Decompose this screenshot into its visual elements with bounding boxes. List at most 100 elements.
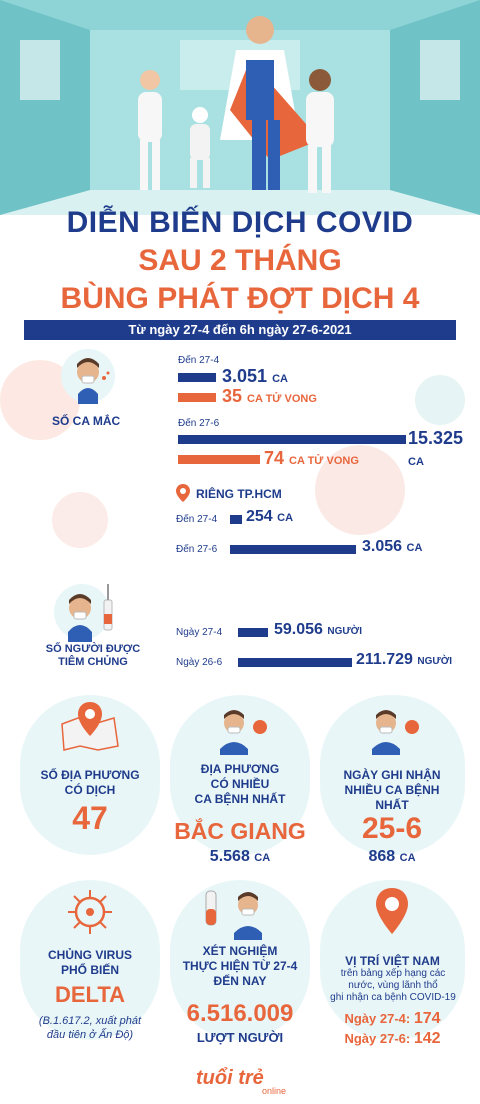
hcm-row1-label: Đến 27-4 <box>176 514 218 525</box>
brand-name: tuổi trẻ <box>196 1067 264 1089</box>
cases-unit-27-4: CA <box>272 373 288 385</box>
peak-day-label-line2: NHIỀU CA BỆNH <box>344 783 440 797</box>
localities-label-line1: SỐ ĐỊA PHƯƠNG <box>40 768 140 782</box>
ranking-row2-label: Ngày 27-6: <box>344 1031 411 1046</box>
deaths-bar-27-6 <box>178 455 260 464</box>
top-locality-label-line3: CA BỆNH NHẤT <box>194 792 286 806</box>
date-range-text: Từ ngày 27-4 đến 6h ngày 27-6-2021 <box>128 322 352 337</box>
hcm-value-27-4: 254 CA <box>246 508 293 526</box>
hcm-unit-27-6: CA <box>406 542 423 554</box>
vacc-bar-26-6 <box>238 658 352 667</box>
cases-bar-27-4 <box>178 373 216 382</box>
localities-label-line2: CÓ DỊCH <box>64 783 116 797</box>
tests-label: XÉT NGHIỆM THỰC HIỆN TỪ 27-4 ĐẾN NAY <box>165 944 315 989</box>
tests-label-line1: XÉT NGHIỆM <box>202 944 278 958</box>
vacc-unit-26-6: NGƯỜI <box>417 656 453 667</box>
hcm-title: RIÊNG TP.HCM <box>196 487 282 501</box>
top-locality-label: ĐỊA PHƯƠNG CÓ NHIỀU CA BỆNH NHẤT <box>170 762 310 807</box>
ranking-row1-label: Ngày 27-4: <box>344 1011 411 1026</box>
cases-value-27-4: 3.051 CA <box>222 366 288 387</box>
top-locality-label-line1: ĐỊA PHƯƠNG <box>200 762 280 776</box>
vacc-number-27-4: 59.056 <box>274 621 323 638</box>
vacc-bar-27-4 <box>238 628 268 637</box>
variant-label: CHỦNG VIRUS PHỔ BIẾN <box>20 948 160 978</box>
deaths-bar-27-4 <box>178 393 216 402</box>
vaccine-icon <box>52 580 122 642</box>
ranking-sub-line2: nước, vùng lãnh thổ <box>348 980 438 991</box>
tests-unit: LƯỢT NGƯỜI <box>196 1030 284 1045</box>
title-line-1: DIỄN BIẾN DỊCH COVID <box>66 206 414 239</box>
vacc-value-27-4: 59.056 NGƯỜI <box>274 621 362 639</box>
cases-group2-label: Đến 27-6 <box>178 418 220 429</box>
peak-day-value: 868 CA <box>322 848 462 866</box>
variant-note: (B.1.617.2, xuất phát đầu tiên ở Ấn Độ) <box>10 1014 170 1042</box>
cases-number-27-6: 15.325 <box>408 428 464 448</box>
location-pin-icon <box>176 484 190 502</box>
ranking-row1: Ngày 27-4: 174 <box>320 1010 465 1028</box>
variant-circle <box>20 880 160 1040</box>
top-locality-value: 5.568 CA <box>170 848 310 866</box>
date-range-banner: Từ ngày 27-4 đến 6h ngày 27-6-2021 <box>24 320 456 340</box>
vacc-row1-label: Ngày 27-4 <box>176 627 223 638</box>
peak-day-label-line1: NGÀY GHI NHẬN <box>343 768 441 782</box>
ranking-row2-value: 142 <box>413 1030 441 1047</box>
deaths-value-27-4: 35 CA TỬ VONG <box>222 386 317 407</box>
brand-sub: online <box>261 1086 286 1096</box>
ranking-row1-value: 174 <box>413 1010 441 1027</box>
cases-number-27-4: 3.051 <box>222 366 268 386</box>
virus-background-decoration <box>0 360 465 548</box>
cases-value-27-6: 15.325 CA <box>408 428 480 470</box>
title-line-2: SAU 2 THÁNG <box>138 244 342 277</box>
top-locality-label-line2: CÓ NHIỀU <box>210 777 270 791</box>
hcm-value-27-6: 3.056 CA <box>362 538 422 556</box>
peak-day-date: 25-6 <box>361 812 423 845</box>
ranking-sub-line1: trên bảng xếp hạng các <box>340 968 446 979</box>
top-locality-unit: CA <box>254 852 271 864</box>
hcm-number-27-6: 3.056 <box>362 538 403 555</box>
top-locality-name: BẮC GIANG <box>174 818 306 844</box>
header-illustration <box>0 0 480 215</box>
map-pin-icon <box>374 888 410 934</box>
patient-virus-icon-2 <box>360 705 424 755</box>
tests-label-line2: THỰC HIỆN TỪ 27-4 <box>182 959 298 973</box>
hcm-number-27-4: 254 <box>246 508 273 525</box>
peak-day-label: NGÀY GHI NHẬN NHIỀU CA BỆNH NHẤT <box>322 768 462 813</box>
localities-label: SỐ ĐỊA PHƯƠNG CÓ DỊCH <box>20 768 160 798</box>
patient-icon <box>60 348 116 404</box>
doctors-illustration <box>0 0 480 215</box>
ranking-row2: Ngày 27-6: 142 <box>320 1030 465 1048</box>
footer-logo: tuổi trẻ online <box>196 1068 286 1100</box>
peak-day-number: 868 <box>368 848 396 865</box>
deaths-unit-27-4: CA TỬ VONG <box>247 393 317 405</box>
variant-note-line1: (B.1.617.2, xuất phát <box>38 1015 142 1027</box>
tests-value: 6.516.009 <box>186 1000 294 1027</box>
vaccination-label-line1: SỐ NGƯỜI ĐƯỢC <box>45 643 141 655</box>
vacc-row2-label: Ngày 26-6 <box>176 657 223 668</box>
vacc-unit-27-4: NGƯỜI <box>327 626 362 637</box>
ranking-title: VỊ TRÍ VIỆT NAM <box>345 954 440 968</box>
virus-icon <box>62 888 118 936</box>
hcm-row2-label: Đến 27-6 <box>176 544 218 555</box>
test-tube-icon <box>196 885 276 940</box>
hcm-unit-27-4: CA <box>277 512 294 524</box>
deaths-value-27-6: 74 CA TỬ VONG <box>264 448 359 469</box>
hcm-bar-27-4 <box>230 515 242 524</box>
hcm-bar-27-6 <box>230 545 356 554</box>
patient-virus-icon <box>208 705 272 755</box>
cases-unit-27-6: CA <box>408 456 424 468</box>
title-line-3: BÙNG PHÁT ĐỢT DỊCH 4 <box>60 282 420 315</box>
cases-bar-27-6 <box>178 435 406 444</box>
vaccination-label: SỐ NGƯỜI ĐƯỢC TIÊM CHỦNG <box>28 643 158 669</box>
variant-label-line2: PHỔ BIẾN <box>60 963 119 977</box>
deaths-number-27-6: 74 <box>264 448 285 468</box>
variant-label-line1: CHỦNG VIRUS <box>47 948 132 962</box>
peak-day-unit: CA <box>399 852 416 864</box>
deaths-number-27-4: 35 <box>222 386 243 406</box>
cases-label: SỐ CA MẮC <box>52 414 121 428</box>
map-pin-virus-icon <box>58 702 122 752</box>
vacc-number-26-6: 211.729 <box>356 651 413 668</box>
vaccination-label-line2: TIÊM CHỦNG <box>58 656 128 668</box>
ranking-sub-line3: ghi nhận ca bệnh COVID-19 <box>330 992 456 1003</box>
tests-label-line3: ĐẾN NAY <box>213 974 267 988</box>
variant-note-line2: đầu tiên ở Ấn Độ) <box>46 1029 134 1041</box>
